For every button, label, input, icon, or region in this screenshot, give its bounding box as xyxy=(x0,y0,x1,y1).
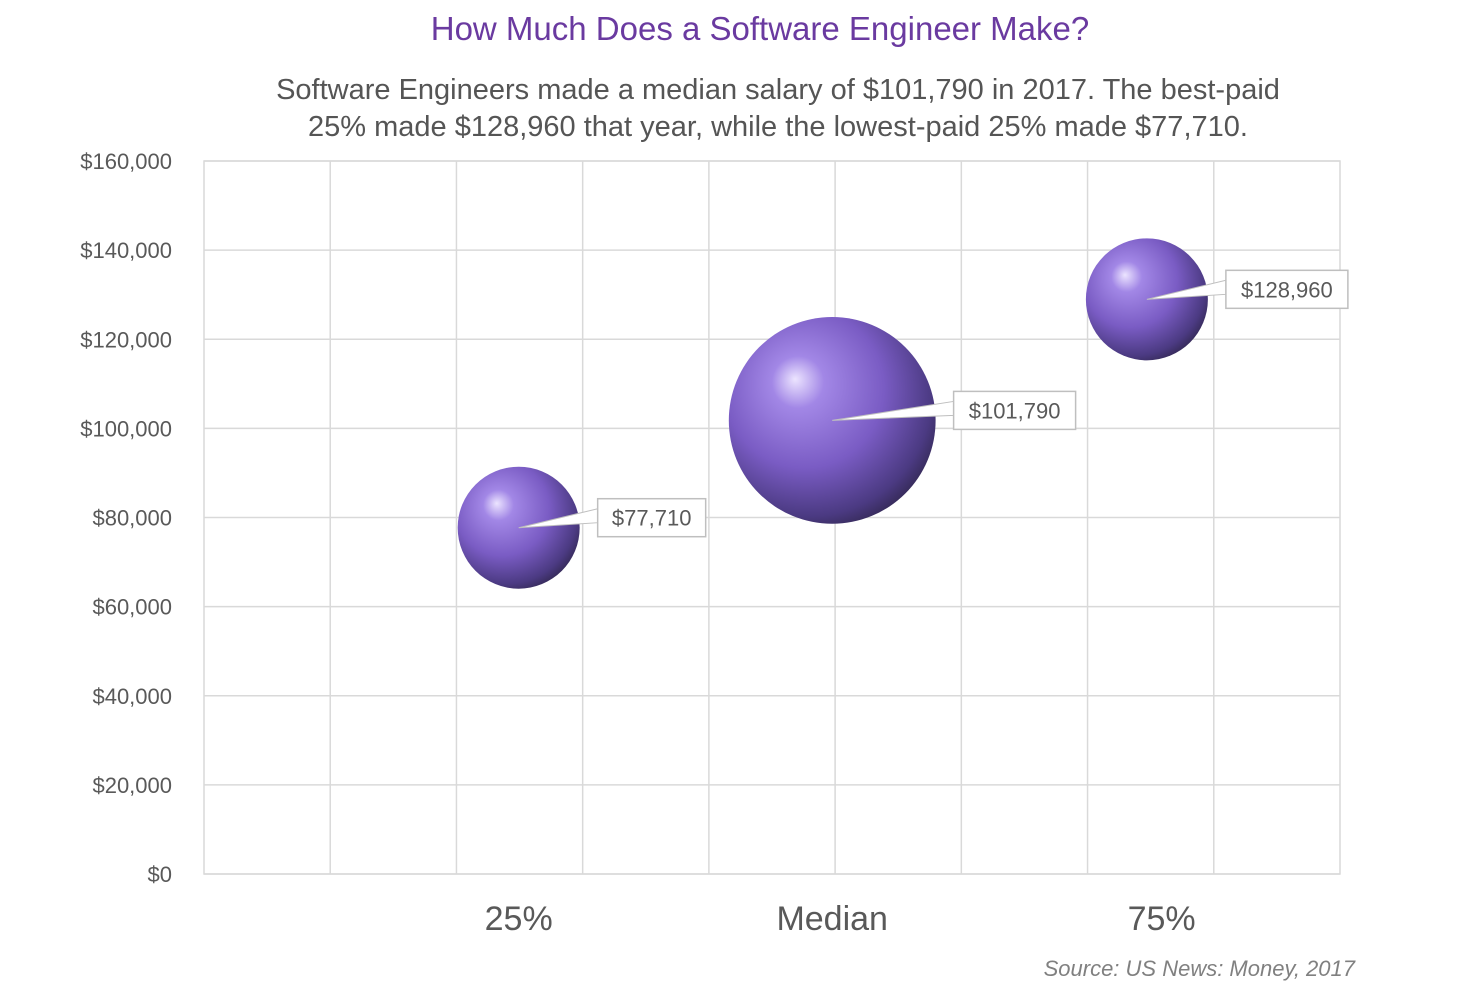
y-axis: $0 $20,000 $40,000 $60,000 $80,000 $100,000 $1… xyxy=(80,149,172,887)
y-tick-label: $40,000 xyxy=(92,684,172,709)
subtitle-line-2: 25% made $128,960 that year, while the l… xyxy=(308,111,1248,143)
data-label-box xyxy=(952,390,1077,431)
chart-title: How Much Does a Software Engineer Make? xyxy=(430,10,1090,47)
x-category-label: Median xyxy=(776,900,888,938)
data-label-box xyxy=(596,497,707,538)
y-tick-label: $60,000 xyxy=(92,595,172,620)
data-label: $77,710 xyxy=(612,506,692,531)
y-tick-label: $140,000 xyxy=(80,238,172,263)
y-tick-label: $0 xyxy=(148,862,172,887)
y-tick-label: $80,000 xyxy=(92,506,172,531)
x-axis: 25% Median 75% xyxy=(485,900,1196,938)
chart-subtitle: Software Engineers made a median salary … xyxy=(200,72,1356,146)
source-note: Source: US News: Money, 2017 xyxy=(1043,956,1355,981)
y-tick-label: $120,000 xyxy=(80,327,172,352)
y-tick-label: $100,000 xyxy=(80,416,172,441)
x-category-label: 75% xyxy=(1128,900,1196,938)
subtitle-line-1: Software Engineers made a median salary … xyxy=(276,74,1280,106)
data-label: $128,960 xyxy=(1241,277,1333,302)
y-tick-label: $160,000 xyxy=(80,149,172,174)
bubbles xyxy=(457,238,1208,589)
data-label-box xyxy=(1225,269,1349,310)
data-labels: $77,710 $101,790 $128,960 xyxy=(518,269,1349,538)
data-label: $101,790 xyxy=(969,398,1061,423)
y-tick-label: $20,000 xyxy=(92,773,172,798)
x-category-label: 25% xyxy=(485,900,553,938)
